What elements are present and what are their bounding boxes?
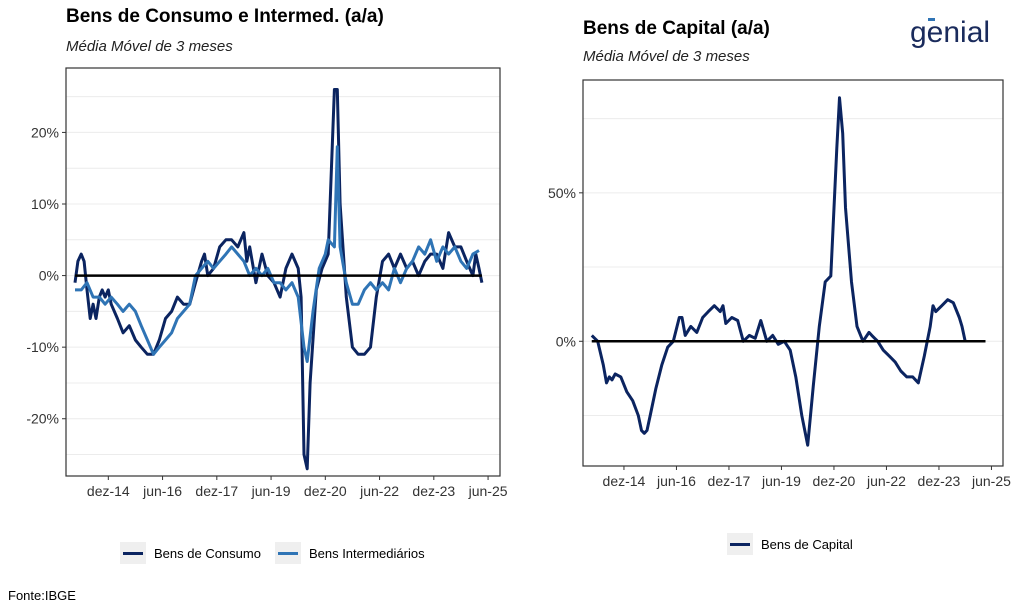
chart-title-right: Bens de Capital (a/a)	[583, 18, 770, 39]
chart-title-left: Bens de Consumo e Intermed. (a/a)	[66, 6, 384, 27]
legend-key-consumo	[120, 542, 146, 564]
genial-logo: genial	[910, 16, 990, 49]
x-tick-label-right: dez-17	[708, 473, 751, 489]
legend-right: Bens de Capital	[727, 533, 867, 555]
x-tick-label-left: dez-17	[195, 483, 238, 499]
series-line-left-0	[73, 88, 484, 471]
x-tick-label-left: jun-19	[251, 483, 291, 499]
y-tick-label-right: 50%	[548, 185, 576, 201]
legend-left: Bens de Consumo Bens Intermediários	[120, 542, 439, 564]
legend-item-capital: Bens de Capital	[727, 533, 853, 555]
x-tick-label-right: jun-16	[656, 473, 696, 489]
x-tick-label-right: jun-22	[866, 473, 906, 489]
y-tick-label-left: -20%	[26, 411, 59, 427]
legend-item-consumo: Bens de Consumo	[120, 542, 261, 564]
x-tick-label-left: dez-20	[304, 483, 347, 499]
legend-label-intermed: Bens Intermediários	[308, 545, 425, 561]
x-tick-label-left: jun-16	[142, 483, 182, 499]
y-tick-label-left: -10%	[26, 339, 59, 355]
x-tick-label-right: dez-14	[603, 473, 646, 489]
y-tick-label-left: 20%	[31, 124, 59, 140]
chart-subtitle-right: Média Móvel de 3 meses	[583, 48, 750, 65]
x-tick-label-left: dez-23	[412, 483, 455, 499]
chart-subtitle-left: Média Móvel de 3 meses	[66, 38, 233, 55]
x-tick-label-right: dez-23	[918, 473, 961, 489]
x-tick-label-right: jun-19	[761, 473, 801, 489]
x-tick-label-left: dez-14	[87, 483, 130, 499]
logo-text: genial	[910, 16, 990, 49]
legend-key-intermed	[274, 542, 301, 564]
x-tick-label-left: jun-22	[359, 483, 399, 499]
legend-label-consumo: Bens de Consumo	[154, 545, 261, 561]
y-tick-label-left: 10%	[31, 196, 59, 212]
legend-key-capital	[727, 533, 753, 555]
x-tick-label-right: jun-25	[971, 473, 1011, 489]
y-tick-label-right: 0%	[556, 333, 576, 349]
x-tick-label-left: jun-25	[468, 483, 508, 499]
footer-source: Fonte:IBGE	[8, 588, 76, 603]
legend-label-capital: Bens de Capital	[761, 536, 853, 552]
plot-frame-left	[65, 67, 501, 477]
y-tick-label-left: 0%	[39, 268, 59, 284]
logo-mark-icon	[928, 18, 935, 21]
series-line-right-0	[590, 96, 967, 447]
plot-frame-right	[582, 79, 1004, 467]
legend-item-intermed: Bens Intermediários	[274, 542, 425, 564]
series-line-left-1	[75, 145, 480, 363]
x-tick-label-right: dez-20	[813, 473, 856, 489]
